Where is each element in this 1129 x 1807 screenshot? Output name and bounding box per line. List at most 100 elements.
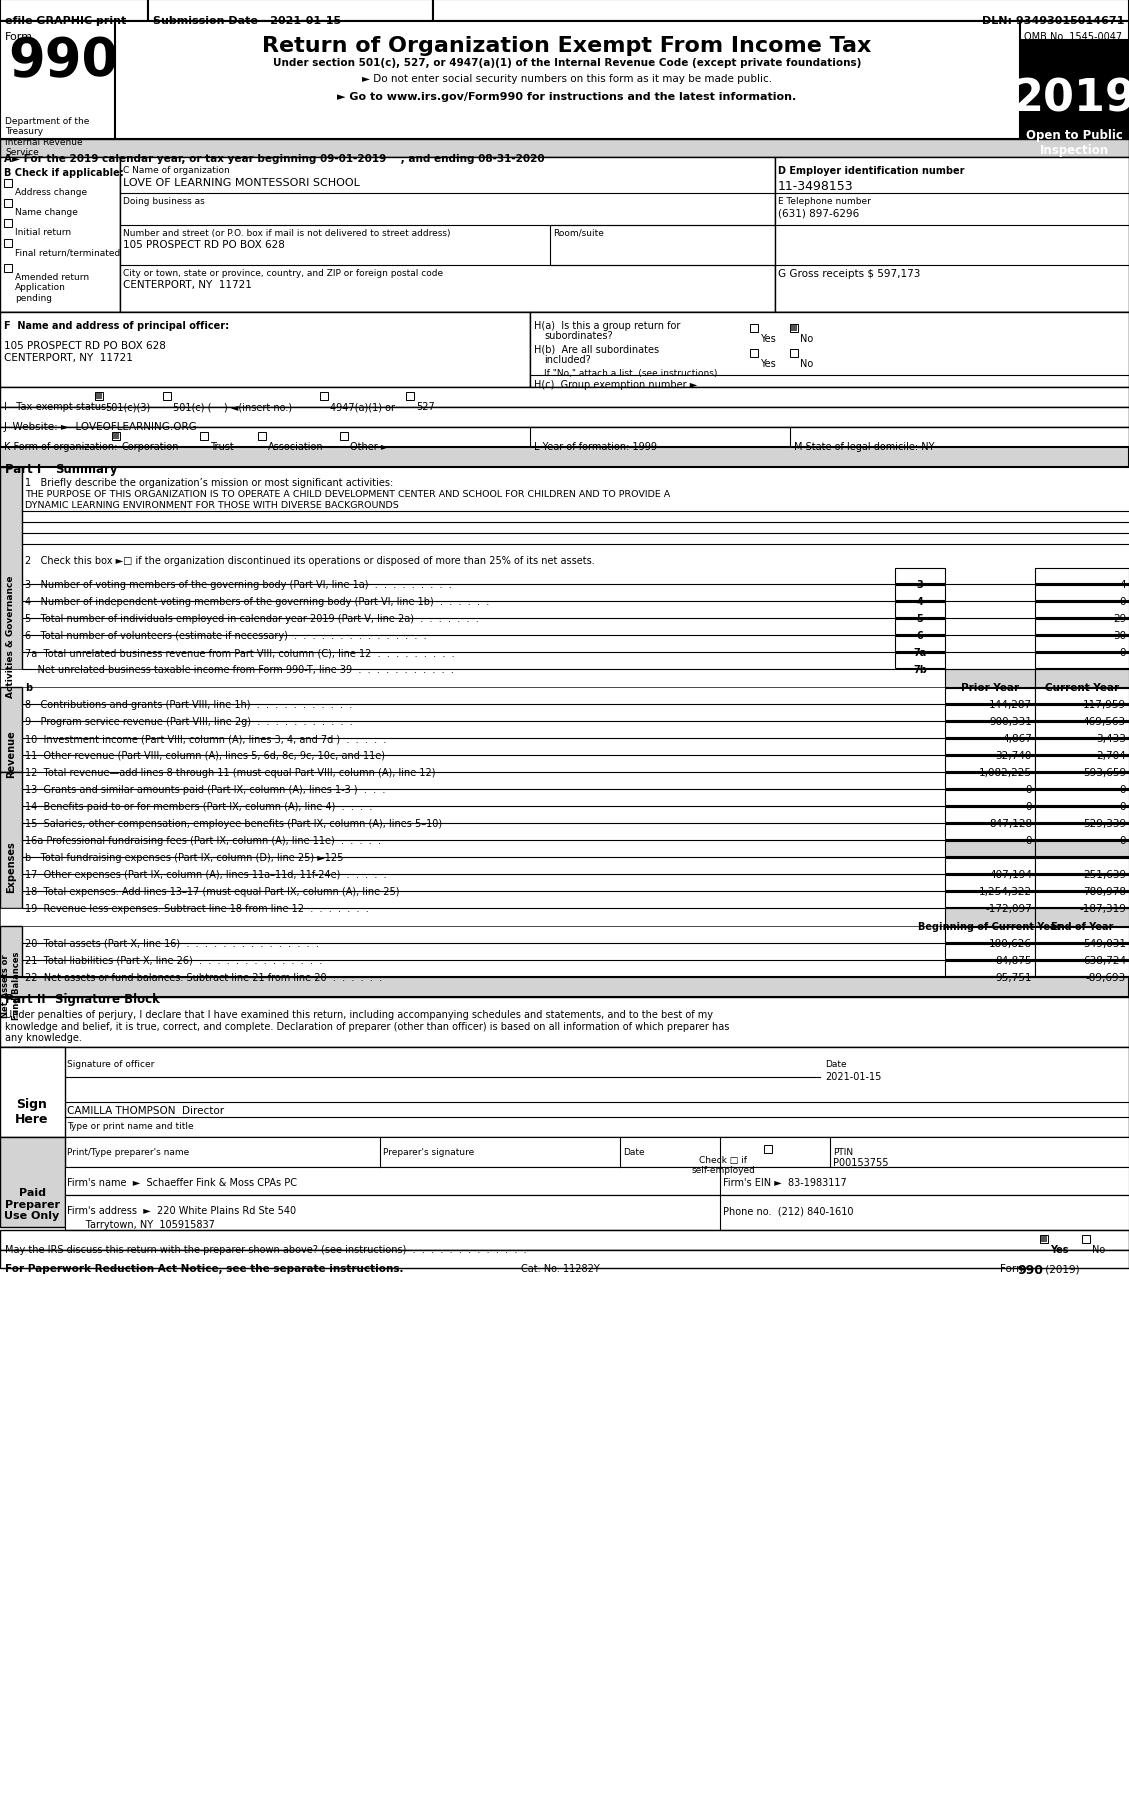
Bar xyxy=(895,585,945,600)
Text: I   Tax-exempt status:: I Tax-exempt status: xyxy=(5,401,110,412)
Bar xyxy=(750,351,758,358)
Bar xyxy=(1035,604,1129,618)
Text: Date: Date xyxy=(623,1147,645,1156)
Text: Yes: Yes xyxy=(760,360,776,369)
Text: P00153755: P00153755 xyxy=(833,1156,889,1167)
Text: 0: 0 xyxy=(1120,835,1126,846)
Text: 7b: 7b xyxy=(913,665,927,674)
Text: LOVE OF LEARNING MONTESSORI SCHOOL: LOVE OF LEARNING MONTESSORI SCHOOL xyxy=(123,177,360,188)
Text: Open to Public
Inspection: Open to Public Inspection xyxy=(1025,128,1122,157)
Bar xyxy=(945,945,1035,960)
Text: Sign
Here: Sign Here xyxy=(16,1097,49,1126)
Bar xyxy=(0,997,1129,1048)
Bar xyxy=(0,978,1129,997)
Text: Signature Block: Signature Block xyxy=(55,992,160,1005)
Bar xyxy=(65,1137,1129,1167)
Bar xyxy=(1035,773,1129,788)
Text: Number and street (or P.O. box if mail is not delivered to street address): Number and street (or P.O. box if mail i… xyxy=(123,229,450,239)
Bar xyxy=(1035,670,1129,688)
Bar xyxy=(0,22,1129,139)
Text: H(c)  Group exemption number ►: H(c) Group exemption number ► xyxy=(534,379,698,390)
Text: CENTERPORT, NY  11721: CENTERPORT, NY 11721 xyxy=(123,280,252,289)
Text: 20  Total assets (Part X, line 16)  .  .  .  .  .  .  .  .  .  .  .  .  .  .  .: 20 Total assets (Part X, line 16) . . . … xyxy=(25,938,318,949)
Bar xyxy=(0,389,1129,408)
Text: Activities & Governance: Activities & Governance xyxy=(7,575,16,698)
Bar xyxy=(65,1196,1129,1231)
Text: 15  Salaries, other compensation, employee benefits (Part IX, column (A), lines : 15 Salaries, other compensation, employe… xyxy=(25,819,443,829)
Text: 5   Total number of individuals employed in calendar year 2019 (Part V, line 2a): 5 Total number of individuals employed i… xyxy=(25,614,479,623)
Text: 2,704: 2,704 xyxy=(1096,750,1126,761)
Text: Prior Year: Prior Year xyxy=(961,683,1019,692)
Text: Yes: Yes xyxy=(1050,1245,1068,1254)
Text: May the IRS discuss this return with the preparer shown above? (see instructions: May the IRS discuss this return with the… xyxy=(5,1245,526,1254)
Bar xyxy=(113,434,119,439)
Bar xyxy=(0,927,21,978)
Text: Type or print name and title: Type or print name and title xyxy=(67,1122,194,1131)
Bar xyxy=(550,226,774,266)
Text: ► Do not enter social security numbers on this form as it may be made public.: ► Do not enter social security numbers o… xyxy=(362,74,772,83)
Text: Part II: Part II xyxy=(5,992,45,1005)
Bar xyxy=(764,1146,772,1153)
Text: 144,287: 144,287 xyxy=(989,699,1032,710)
Text: 2   Check this box ►□ if the organization discontinued its operations or dispose: 2 Check this box ►□ if the organization … xyxy=(25,557,595,566)
Bar xyxy=(0,139,1129,157)
Text: Net unrelated business taxable income from Form 990-T, line 39  .  .  .  .  .  .: Net unrelated business taxable income fr… xyxy=(25,665,454,674)
Text: 5: 5 xyxy=(917,614,924,623)
Text: 95,751: 95,751 xyxy=(996,972,1032,983)
Text: subordinates?: subordinates? xyxy=(544,331,613,342)
Text: 4   Number of independent voting members of the governing body (Part VI, line 1b: 4 Number of independent voting members o… xyxy=(25,596,489,607)
Text: 117,959: 117,959 xyxy=(1083,699,1126,710)
Text: 4: 4 xyxy=(1119,580,1126,589)
Bar xyxy=(1019,96,1129,139)
Text: 4,867: 4,867 xyxy=(1003,734,1032,744)
Bar xyxy=(945,791,1035,806)
Bar xyxy=(0,909,1129,927)
Text: B Check if applicable:: B Check if applicable: xyxy=(5,168,124,177)
Bar xyxy=(1035,688,1129,703)
Text: 6: 6 xyxy=(917,631,924,641)
Text: Association: Association xyxy=(268,441,324,452)
Bar xyxy=(895,604,945,618)
Bar xyxy=(945,909,1035,927)
Bar xyxy=(5,220,12,228)
Bar xyxy=(1040,1236,1048,1243)
Text: THE PURPOSE OF THIS ORGANIZATION IS TO OPERATE A CHILD DEVELOPMENT CENTER AND SC: THE PURPOSE OF THIS ORGANIZATION IS TO O… xyxy=(25,490,671,499)
Text: 7a  Total unrelated business revenue from Part VIII, column (C), line 12  .  .  : 7a Total unrelated business revenue from… xyxy=(25,647,455,658)
Bar xyxy=(0,1048,65,1137)
Text: 501(c)(3): 501(c)(3) xyxy=(105,401,150,412)
Bar xyxy=(340,432,348,441)
Text: 32,740: 32,740 xyxy=(996,750,1032,761)
Text: H(a)  Is this a group return for: H(a) Is this a group return for xyxy=(534,322,681,331)
Text: 14  Benefits paid to or for members (Part IX, column (A), line 4)  .  .  .  .: 14 Benefits paid to or for members (Part… xyxy=(25,802,373,811)
Text: 10  Investment income (Part VIII, column (A), lines 3, 4, and 7d )  .  .  .  .  : 10 Investment income (Part VIII, column … xyxy=(25,734,386,744)
Text: Trust: Trust xyxy=(210,441,234,452)
Text: Under section 501(c), 527, or 4947(a)(1) of the Internal Revenue Code (except pr: Under section 501(c), 527, or 4947(a)(1)… xyxy=(273,58,861,69)
Text: 0: 0 xyxy=(1025,784,1032,795)
Text: b: b xyxy=(25,683,32,692)
Text: 12  Total revenue—add lines 8 through 11 (must equal Part VIII, column (A), line: 12 Total revenue—add lines 8 through 11 … xyxy=(25,768,436,777)
Text: 17  Other expenses (Part IX, column (A), lines 11a–11d, 11f-24e)  .  .  .  .  .: 17 Other expenses (Part IX, column (A), … xyxy=(25,869,386,880)
Text: b   Total fundraising expenses (Part IX, column (D), line 25) ►125: b Total fundraising expenses (Part IX, c… xyxy=(25,853,343,862)
Bar xyxy=(5,181,12,188)
Text: Other ►: Other ► xyxy=(350,441,388,452)
Bar xyxy=(945,858,1035,873)
Text: Doing business as: Doing business as xyxy=(123,197,204,206)
Bar xyxy=(200,432,208,441)
Text: 8   Contributions and grants (Part VIII, line 1h)  .  .  .  .  .  .  .  .  .  . : 8 Contributions and grants (Part VIII, l… xyxy=(25,699,352,710)
Text: Form: Form xyxy=(5,33,33,42)
Text: Name change: Name change xyxy=(15,208,78,217)
Bar xyxy=(945,688,1035,703)
Bar xyxy=(895,620,945,634)
Bar xyxy=(945,842,1035,857)
Bar xyxy=(945,824,1035,840)
Text: 11-3498153: 11-3498153 xyxy=(778,181,854,193)
Text: Beginning of Current Year: Beginning of Current Year xyxy=(918,922,1061,931)
Text: 549,031: 549,031 xyxy=(1083,938,1126,949)
Bar xyxy=(1035,654,1129,669)
Bar xyxy=(945,876,1035,891)
Text: If "No," attach a list. (see instructions): If "No," attach a list. (see instruction… xyxy=(544,369,717,378)
Bar xyxy=(0,313,530,389)
Text: 407,194: 407,194 xyxy=(989,869,1032,880)
Text: 16a Professional fundraising fees (Part IX, column (A), line 11e)  .  .  .  .  .: 16a Professional fundraising fees (Part … xyxy=(25,835,380,846)
Text: City or town, state or province, country, and ZIP or foreign postal code: City or town, state or province, country… xyxy=(123,269,443,278)
